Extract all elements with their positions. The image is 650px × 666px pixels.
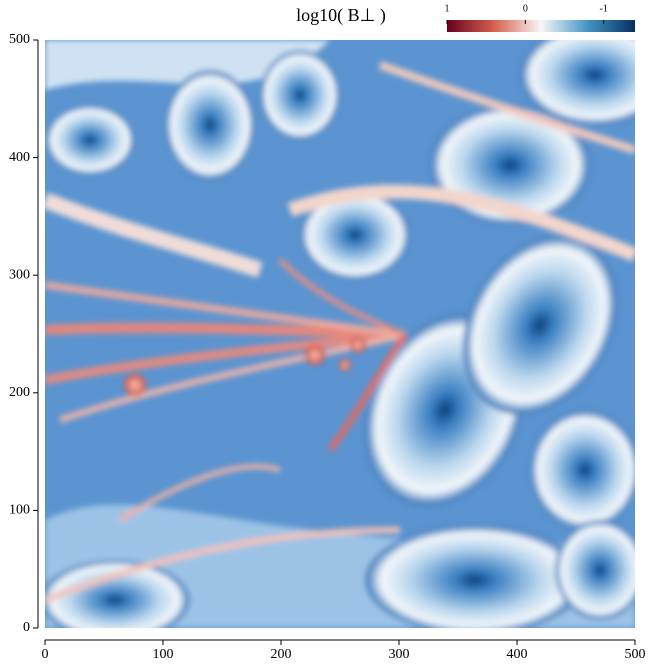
- y-tick-label: 500: [9, 32, 30, 47]
- colorbar-tick-label: 1: [445, 3, 450, 14]
- field: [45, 40, 635, 628]
- colorbar: [447, 20, 635, 32]
- y-tick-label: 200: [9, 385, 30, 400]
- y-tick-label: 300: [9, 267, 30, 282]
- colorbar-tick-label: -1: [599, 3, 607, 14]
- x-tick-label: 300: [389, 647, 410, 661]
- y-tick-label: 400: [9, 150, 30, 165]
- x-tick-label: 0: [42, 647, 49, 661]
- colorbar-tick-label: 0: [523, 3, 528, 14]
- x-tick-label: 200: [271, 647, 292, 661]
- y-tick-label: 0: [23, 620, 30, 635]
- chart-title: log10( B⊥ ): [296, 5, 386, 26]
- x-tick-label: 100: [153, 647, 174, 661]
- x-tick-label: 500: [625, 647, 646, 661]
- x-tick-label: 400: [507, 647, 528, 661]
- y-tick-label: 100: [9, 503, 30, 518]
